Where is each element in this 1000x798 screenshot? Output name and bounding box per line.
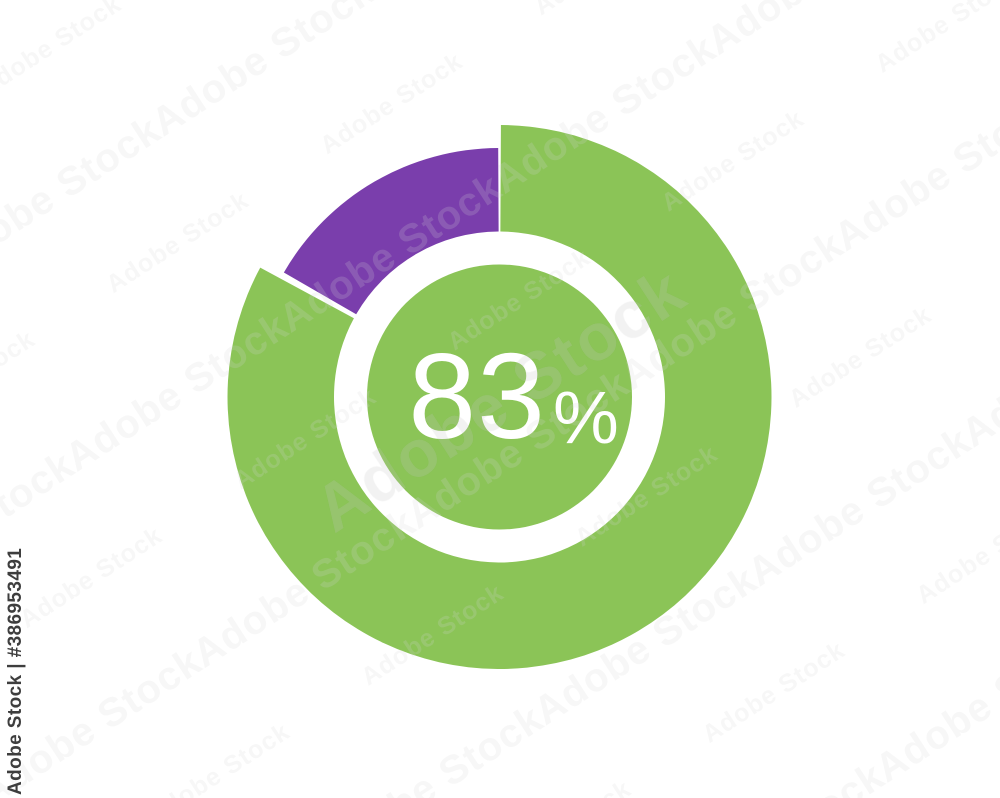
percent-sign-icon: % — [552, 376, 619, 459]
pie-segment-secondary — [283, 148, 499, 315]
percent-value: 83 — [408, 328, 546, 464]
stock-credit-label: Adobe Stock | #386953491 — [5, 547, 26, 795]
hub-circle — [367, 264, 632, 530]
percent-label: 83% — [367, 264, 646, 529]
pie-segment-main — [227, 125, 772, 669]
